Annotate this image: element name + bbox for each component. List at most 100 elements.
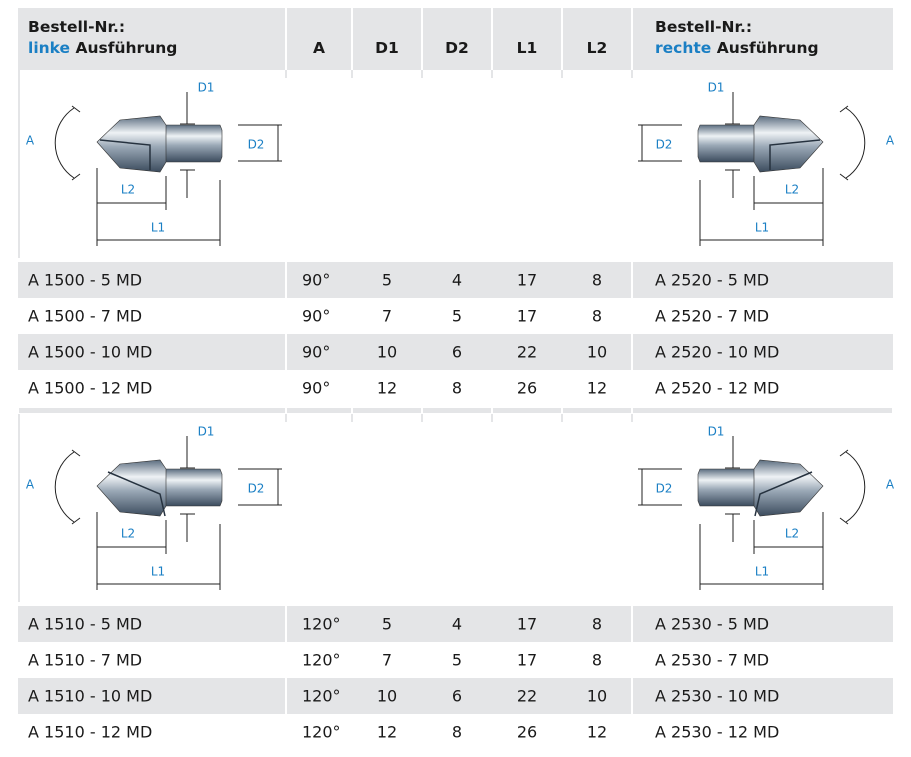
row-sep	[631, 262, 633, 298]
table-cell: 5	[382, 271, 392, 290]
table-cell: 12	[377, 379, 397, 398]
table-cell: 10	[377, 687, 397, 706]
dim-arc	[54, 451, 75, 523]
header-sep	[421, 8, 423, 70]
tool-shank	[159, 124, 223, 163]
dim-line	[839, 173, 849, 181]
header-emphasis: linke	[28, 39, 70, 57]
row-bg	[18, 678, 893, 714]
table-cell: 5	[452, 651, 462, 670]
table-cell: A 1500 - 12 MD	[28, 379, 152, 398]
tool-drawing	[54, 92, 282, 246]
table-cell: 120°	[302, 651, 341, 670]
diagram-sep	[351, 70, 353, 78]
tool-drawing	[54, 436, 282, 590]
dim-arc	[845, 451, 866, 523]
tool-flute	[99, 139, 151, 170]
row-bg	[18, 606, 893, 642]
table-cell: A 1510 - 12 MD	[28, 723, 152, 742]
tool-head	[753, 459, 824, 517]
header-sep	[351, 8, 353, 70]
dim-label: D2	[248, 482, 265, 496]
section-divider	[353, 408, 421, 413]
dim-label: L2	[785, 527, 799, 541]
dim-label: D1	[198, 81, 215, 95]
tool-shank	[159, 468, 223, 507]
tool-head	[96, 459, 167, 517]
table-cell: 10	[377, 343, 397, 362]
section-divider	[563, 408, 631, 413]
table-cell: 90°	[302, 343, 330, 362]
table-cell: 12	[587, 379, 607, 398]
table-cell: A 2520 - 5 MD	[655, 271, 769, 290]
dim-label: D1	[708, 81, 725, 95]
table-cell: A 2530 - 12 MD	[655, 723, 779, 742]
table-cell: 120°	[302, 723, 341, 742]
table-cell: 17	[517, 651, 537, 670]
table-cell: 10	[587, 687, 607, 706]
table-cell: A 1510 - 10 MD	[28, 687, 152, 706]
header-sep	[631, 8, 633, 70]
table-cell: A 2520 - 10 MD	[655, 343, 779, 362]
row-sep	[285, 262, 287, 298]
diagram-sep	[351, 414, 353, 422]
diagram-sep	[631, 70, 633, 78]
table-cell: 8	[452, 723, 462, 742]
dim-line	[839, 517, 849, 525]
column-header: A	[313, 39, 325, 57]
table-cell: 26	[517, 379, 537, 398]
table-cell: 22	[517, 687, 537, 706]
table-cell: 120°	[302, 687, 341, 706]
column-header: D1	[375, 39, 399, 57]
dim-label: D1	[708, 425, 725, 439]
tool-flute	[107, 471, 166, 517]
section-divider	[287, 408, 351, 413]
table-cell: 8	[592, 651, 602, 670]
header-line1: Bestell-Nr.:	[28, 18, 125, 36]
tool-drawing	[638, 436, 866, 590]
header-line2: linke Ausführung	[28, 39, 177, 57]
table-cell: 17	[517, 271, 537, 290]
section-divider	[493, 408, 561, 413]
header-rest: Ausführung	[75, 39, 177, 57]
dim-label: L2	[785, 183, 799, 197]
dim-arc	[845, 107, 866, 179]
table-cell: 4	[452, 615, 462, 634]
diagram-edge	[18, 70, 20, 258]
dim-line	[71, 173, 81, 181]
table-cell: 8	[592, 615, 602, 634]
row-sep	[285, 334, 287, 370]
column-header: L1	[517, 39, 538, 57]
table-cell: 12	[587, 723, 607, 742]
section-divider	[633, 408, 892, 413]
column-header: L2	[587, 39, 608, 57]
dim-line	[71, 105, 81, 113]
dim-label: D1	[198, 425, 215, 439]
row-bg	[18, 262, 893, 298]
row-sep	[631, 606, 633, 642]
dim-label: L1	[151, 565, 165, 579]
table-cell: 5	[382, 615, 392, 634]
table-cell: 6	[452, 343, 462, 362]
header-line1: Bestell-Nr.:	[655, 18, 752, 36]
dim-line	[839, 449, 849, 457]
column-header: D2	[445, 39, 469, 57]
header-sep	[561, 8, 563, 70]
dim-label: D2	[248, 138, 265, 152]
table-cell: A 2530 - 5 MD	[655, 615, 769, 634]
table-cell: 4	[452, 271, 462, 290]
tool-flute	[769, 139, 821, 170]
diagram-sep	[421, 414, 423, 422]
row-sep	[285, 678, 287, 714]
row-bg	[18, 334, 893, 370]
table-cell: A 1500 - 5 MD	[28, 271, 142, 290]
tool-head	[753, 115, 824, 173]
table-cell: 7	[382, 307, 392, 326]
diagram-sep	[561, 414, 563, 422]
diagram-sep	[285, 414, 287, 422]
dim-label: A	[26, 478, 35, 492]
table-cell: 12	[377, 723, 397, 742]
table-cell: A 1510 - 7 MD	[28, 651, 142, 670]
section-divider	[19, 408, 285, 413]
